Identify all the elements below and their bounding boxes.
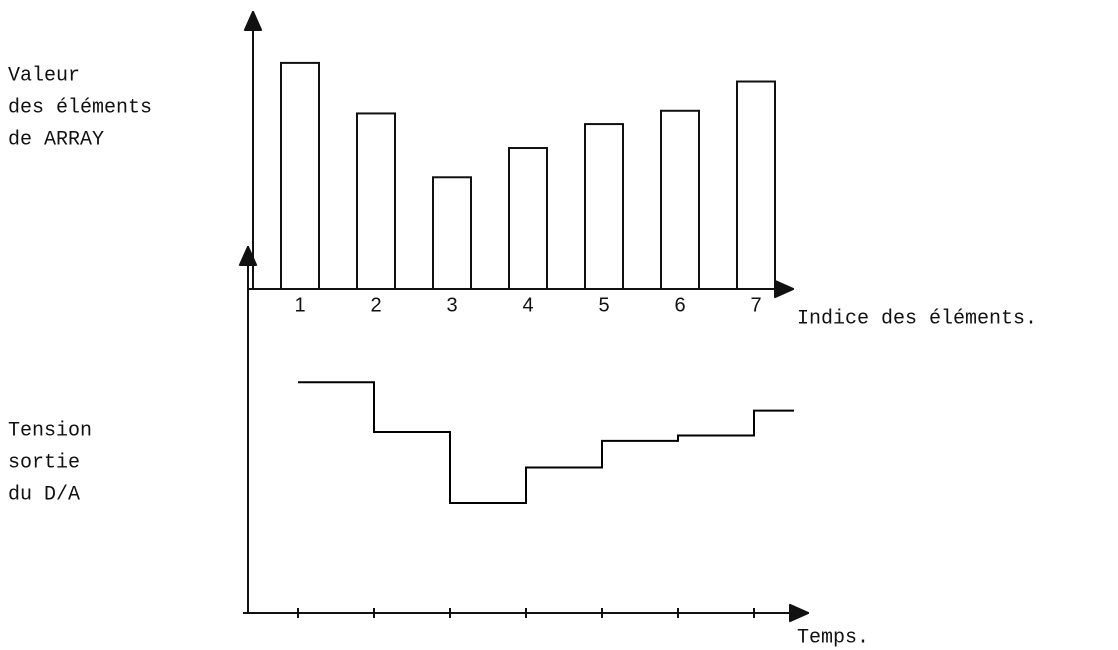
x-axis-label: Indice des éléments. — [797, 307, 1037, 330]
bar — [584, 123, 624, 290]
x-axis-label: Temps. — [797, 626, 869, 649]
bar — [356, 112, 396, 290]
y-axis-label: du D/A — [8, 483, 80, 506]
bar — [660, 109, 700, 290]
bar — [508, 147, 548, 290]
y-axis-label: Tension — [8, 419, 92, 442]
x-tick-label: 1 — [294, 294, 305, 316]
x-tick-label: 7 — [750, 294, 761, 316]
y-axis-label: Valeur — [8, 64, 80, 87]
step-line — [298, 381, 794, 504]
x-tick-label: 4 — [522, 294, 533, 316]
bar — [736, 80, 776, 290]
bar — [280, 61, 320, 291]
x-tick-label: 2 — [370, 294, 381, 316]
x-tick-label: 3 — [446, 294, 457, 316]
bar — [432, 176, 472, 290]
y-axis-label: sortie — [8, 451, 80, 474]
y-axis-label: des éléments — [8, 96, 152, 119]
y-axis-label: de ARRAY — [8, 128, 104, 151]
x-tick-label: 5 — [598, 294, 609, 316]
x-tick-label: 6 — [674, 294, 685, 316]
